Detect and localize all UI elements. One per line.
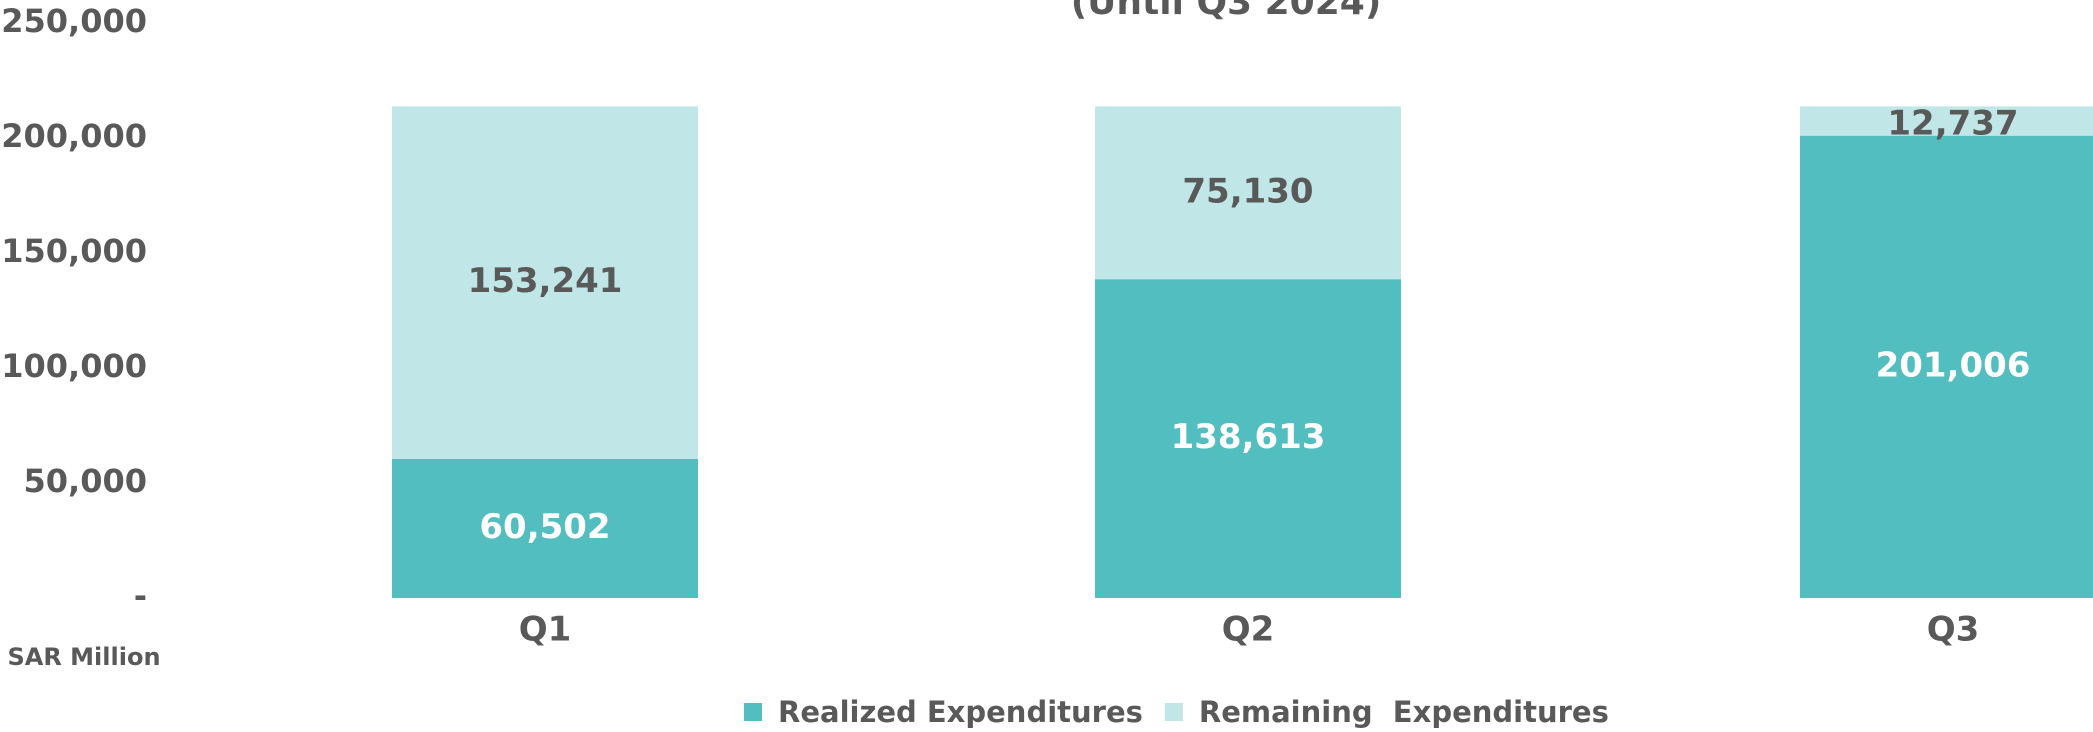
chart-title: (Until Q3 2024) [1071, 0, 1382, 23]
y-tick-label: 200,000 [1, 117, 147, 155]
x-tick-label: Q3 [1927, 610, 1980, 650]
y-tick-label: 150,000 [1, 232, 147, 270]
y-axis-label: SAR Million [7, 643, 160, 671]
legend-label: Realized Expenditures [778, 695, 1143, 729]
y-tick-label: - [134, 577, 147, 615]
y-tick-label: 100,000 [1, 347, 147, 385]
legend-swatch [1164, 703, 1183, 721]
data-label: 138,613 [1171, 417, 1326, 457]
x-tick-label: Q2 [1222, 610, 1275, 650]
legend-swatch [744, 703, 762, 721]
bar-segment [392, 458, 698, 598]
data-label: 12,737 [1887, 104, 2018, 144]
bar-segment [1095, 106, 1401, 280]
bar-segment [1095, 279, 1401, 598]
data-label: 60,502 [479, 507, 610, 547]
bar-segment [392, 106, 698, 459]
y-tick-label: 250,000 [1, 2, 147, 40]
data-label: 153,241 [468, 261, 623, 301]
data-label: 75,130 [1182, 171, 1313, 211]
x-tick-label: Q1 [519, 610, 572, 650]
bar-segment [1800, 135, 2093, 598]
data-label: 201,006 [1876, 345, 2031, 385]
y-tick-label: 50,000 [24, 462, 147, 500]
bar-segment [1800, 106, 2093, 136]
legend-label: Remaining Expenditures [1199, 695, 1609, 729]
